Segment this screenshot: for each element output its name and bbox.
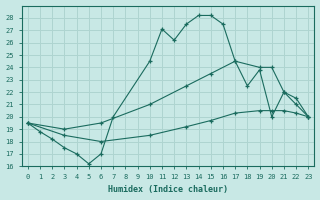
X-axis label: Humidex (Indice chaleur): Humidex (Indice chaleur) — [108, 185, 228, 194]
